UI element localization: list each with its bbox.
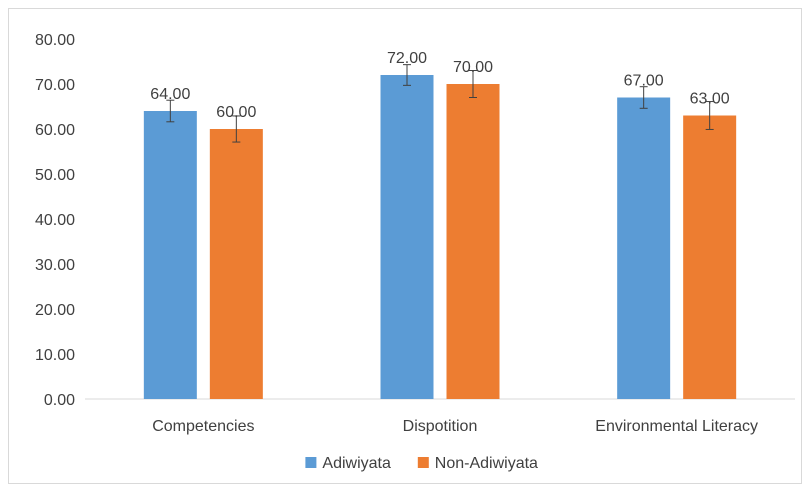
y-tick-label: 60.00: [35, 122, 75, 139]
x-tick-label: Competencies: [152, 418, 254, 435]
y-tick-label: 40.00: [35, 212, 75, 229]
bar-chart: 0.00 10.00 20.00 30.00 40.00 50.00 60.00 70.00 8…: [35, 32, 795, 472]
data-label: 72.00: [387, 50, 427, 67]
bar: [209, 129, 263, 399]
data-label: 63.00: [690, 91, 730, 108]
bar: [380, 75, 434, 399]
bar: [446, 84, 500, 399]
legend-swatch: [305, 457, 317, 468]
y-tick-label: 50.00: [35, 167, 75, 184]
data-label: 67.00: [624, 73, 664, 90]
x-tick-label: Environmental Literacy: [595, 418, 758, 435]
data-label: 70.00: [453, 59, 493, 76]
y-tick-label: 70.00: [35, 77, 75, 94]
legend-label: Adiwiyata: [322, 455, 391, 472]
bar: [143, 111, 197, 399]
y-tick-label: 0.00: [44, 392, 75, 409]
legend-label: Non-Adiwiyata: [435, 455, 538, 472]
data-label: 60.00: [216, 104, 256, 121]
y-tick-label: 30.00: [35, 257, 75, 274]
x-tick-label: Dispotition: [403, 418, 478, 435]
bar: [683, 115, 737, 399]
bar: [617, 97, 671, 399]
data-label: 64.00: [150, 86, 190, 103]
y-tick-label: 80.00: [35, 32, 75, 49]
legend-swatch: [417, 457, 429, 468]
chart-frame: 0.00 10.00 20.00 30.00 40.00 50.00 60.00 70.00 8…: [8, 8, 802, 484]
y-tick-label: 10.00: [35, 347, 75, 364]
y-tick-label: 20.00: [35, 302, 75, 319]
